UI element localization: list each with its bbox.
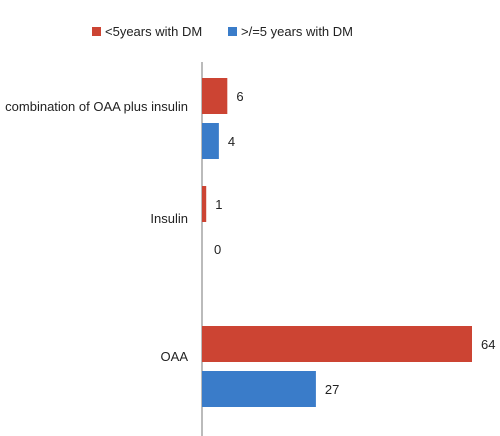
data-label-series0-cat1: 1 — [215, 197, 222, 212]
category-label-0: combination of OAA plus insulin — [5, 99, 188, 114]
bar-series0-cat0 — [202, 78, 228, 114]
legend-swatch-1 — [228, 27, 237, 36]
bar-series0-cat1 — [202, 186, 207, 222]
legend: <5years with DM >/=5 years with DM — [92, 24, 353, 39]
legend-swatch-0 — [92, 27, 101, 36]
category-label-1: Insulin — [150, 211, 188, 226]
plot-area: combination of OAA plus insulin Insulin OA… — [5, 78, 495, 407]
data-label-series0-cat2: 64 — [481, 337, 495, 352]
bar-series0-cat2 — [202, 326, 472, 362]
category-label-2: OAA — [161, 349, 189, 364]
bar-series1-cat2 — [202, 371, 316, 407]
legend-label-0: <5years with DM — [105, 24, 202, 39]
data-label-series1-cat1: 0 — [214, 242, 221, 257]
bar-series1-cat0 — [202, 123, 219, 159]
data-label-series1-cat0: 4 — [228, 134, 235, 149]
legend-label-1: >/=5 years with DM — [241, 24, 353, 39]
data-label-series0-cat0: 6 — [236, 89, 243, 104]
data-label-series1-cat2: 27 — [325, 382, 339, 397]
